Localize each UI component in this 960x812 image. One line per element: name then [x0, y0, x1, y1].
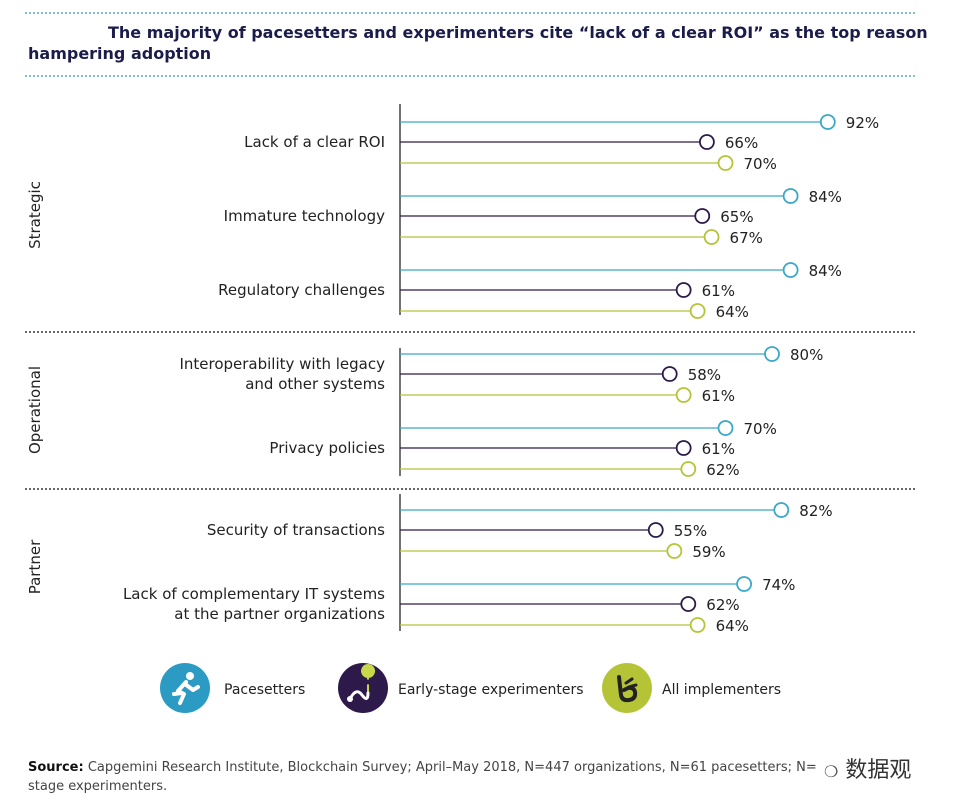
data-label: 66%: [725, 134, 758, 152]
data-label: 84%: [809, 262, 842, 280]
legend-label-experimenters: Early-stage experimenters: [398, 682, 584, 698]
data-label: 64%: [716, 303, 749, 321]
category-label: Regulatory challenges: [218, 281, 385, 299]
dot-2: [689, 617, 706, 633]
implementers-legend-icon: [602, 663, 652, 713]
group-separator-1: [25, 331, 915, 333]
dot-0: [764, 346, 780, 362]
data-label: 74%: [762, 576, 795, 594]
dot-1: [680, 596, 697, 612]
dot-1: [694, 208, 711, 224]
data-label: 55%: [674, 522, 707, 540]
category-label: Privacy policies: [269, 439, 385, 457]
dot-1: [699, 134, 715, 150]
category-label: Security of transactions: [206, 521, 385, 539]
dot-1: [647, 522, 664, 538]
data-label: 58%: [688, 366, 721, 384]
data-label: 59%: [692, 543, 725, 561]
experimenters-legend-icon: [338, 663, 388, 713]
dot-1: [661, 366, 678, 382]
top-border: [25, 12, 915, 14]
dot-2: [666, 543, 683, 559]
category-label: Immature technology: [223, 207, 385, 225]
chat-bubble-icon: ❍: [824, 762, 839, 781]
source-note: Source: Capgemini Research Institute, Bl…: [28, 760, 817, 794]
dot-1: [675, 282, 692, 298]
dot-0: [736, 576, 752, 592]
dot-1: [675, 440, 692, 456]
data-label: 80%: [790, 346, 823, 364]
data-label: 62%: [706, 461, 739, 479]
title-border: [25, 75, 915, 77]
dot-0: [819, 114, 836, 130]
dot-0: [773, 502, 790, 518]
watermark: ❍ 数据观: [820, 752, 916, 784]
data-label: 61%: [702, 440, 735, 458]
data-label: 82%: [799, 502, 832, 520]
data-label: 65%: [720, 208, 753, 226]
data-label: 62%: [706, 596, 739, 614]
legend-label-pacesetters: Pacesetters: [224, 682, 306, 698]
dot-2: [680, 461, 697, 477]
dot-2: [689, 303, 706, 319]
data-label: 70%: [744, 420, 777, 438]
pacesetters-legend-icon: [160, 663, 210, 713]
dot-0: [717, 420, 734, 436]
dot-2: [717, 155, 734, 171]
chart-title: The majority of pacesetters and experime…: [28, 23, 928, 63]
category-label: Lack of a clear ROI: [244, 133, 385, 151]
group-separator-2: [25, 488, 915, 490]
data-label: 61%: [702, 387, 735, 405]
data-label: 92%: [846, 114, 879, 132]
dot-2: [703, 229, 720, 245]
data-label: 70%: [744, 155, 777, 173]
category-label: Interoperability with legacy and other sy…: [179, 355, 385, 393]
dot-0: [782, 188, 799, 204]
watermark-text: 数据观: [845, 758, 912, 783]
data-label: 61%: [702, 282, 735, 300]
dot-2: [675, 387, 692, 403]
category-label: Lack of complementary IT systems at the p…: [122, 585, 385, 623]
legend-label-implementers: All implementers: [662, 682, 781, 698]
data-label: 64%: [716, 617, 749, 635]
data-label: 67%: [730, 229, 763, 247]
dot-0: [782, 262, 799, 278]
data-label: 84%: [809, 188, 842, 206]
